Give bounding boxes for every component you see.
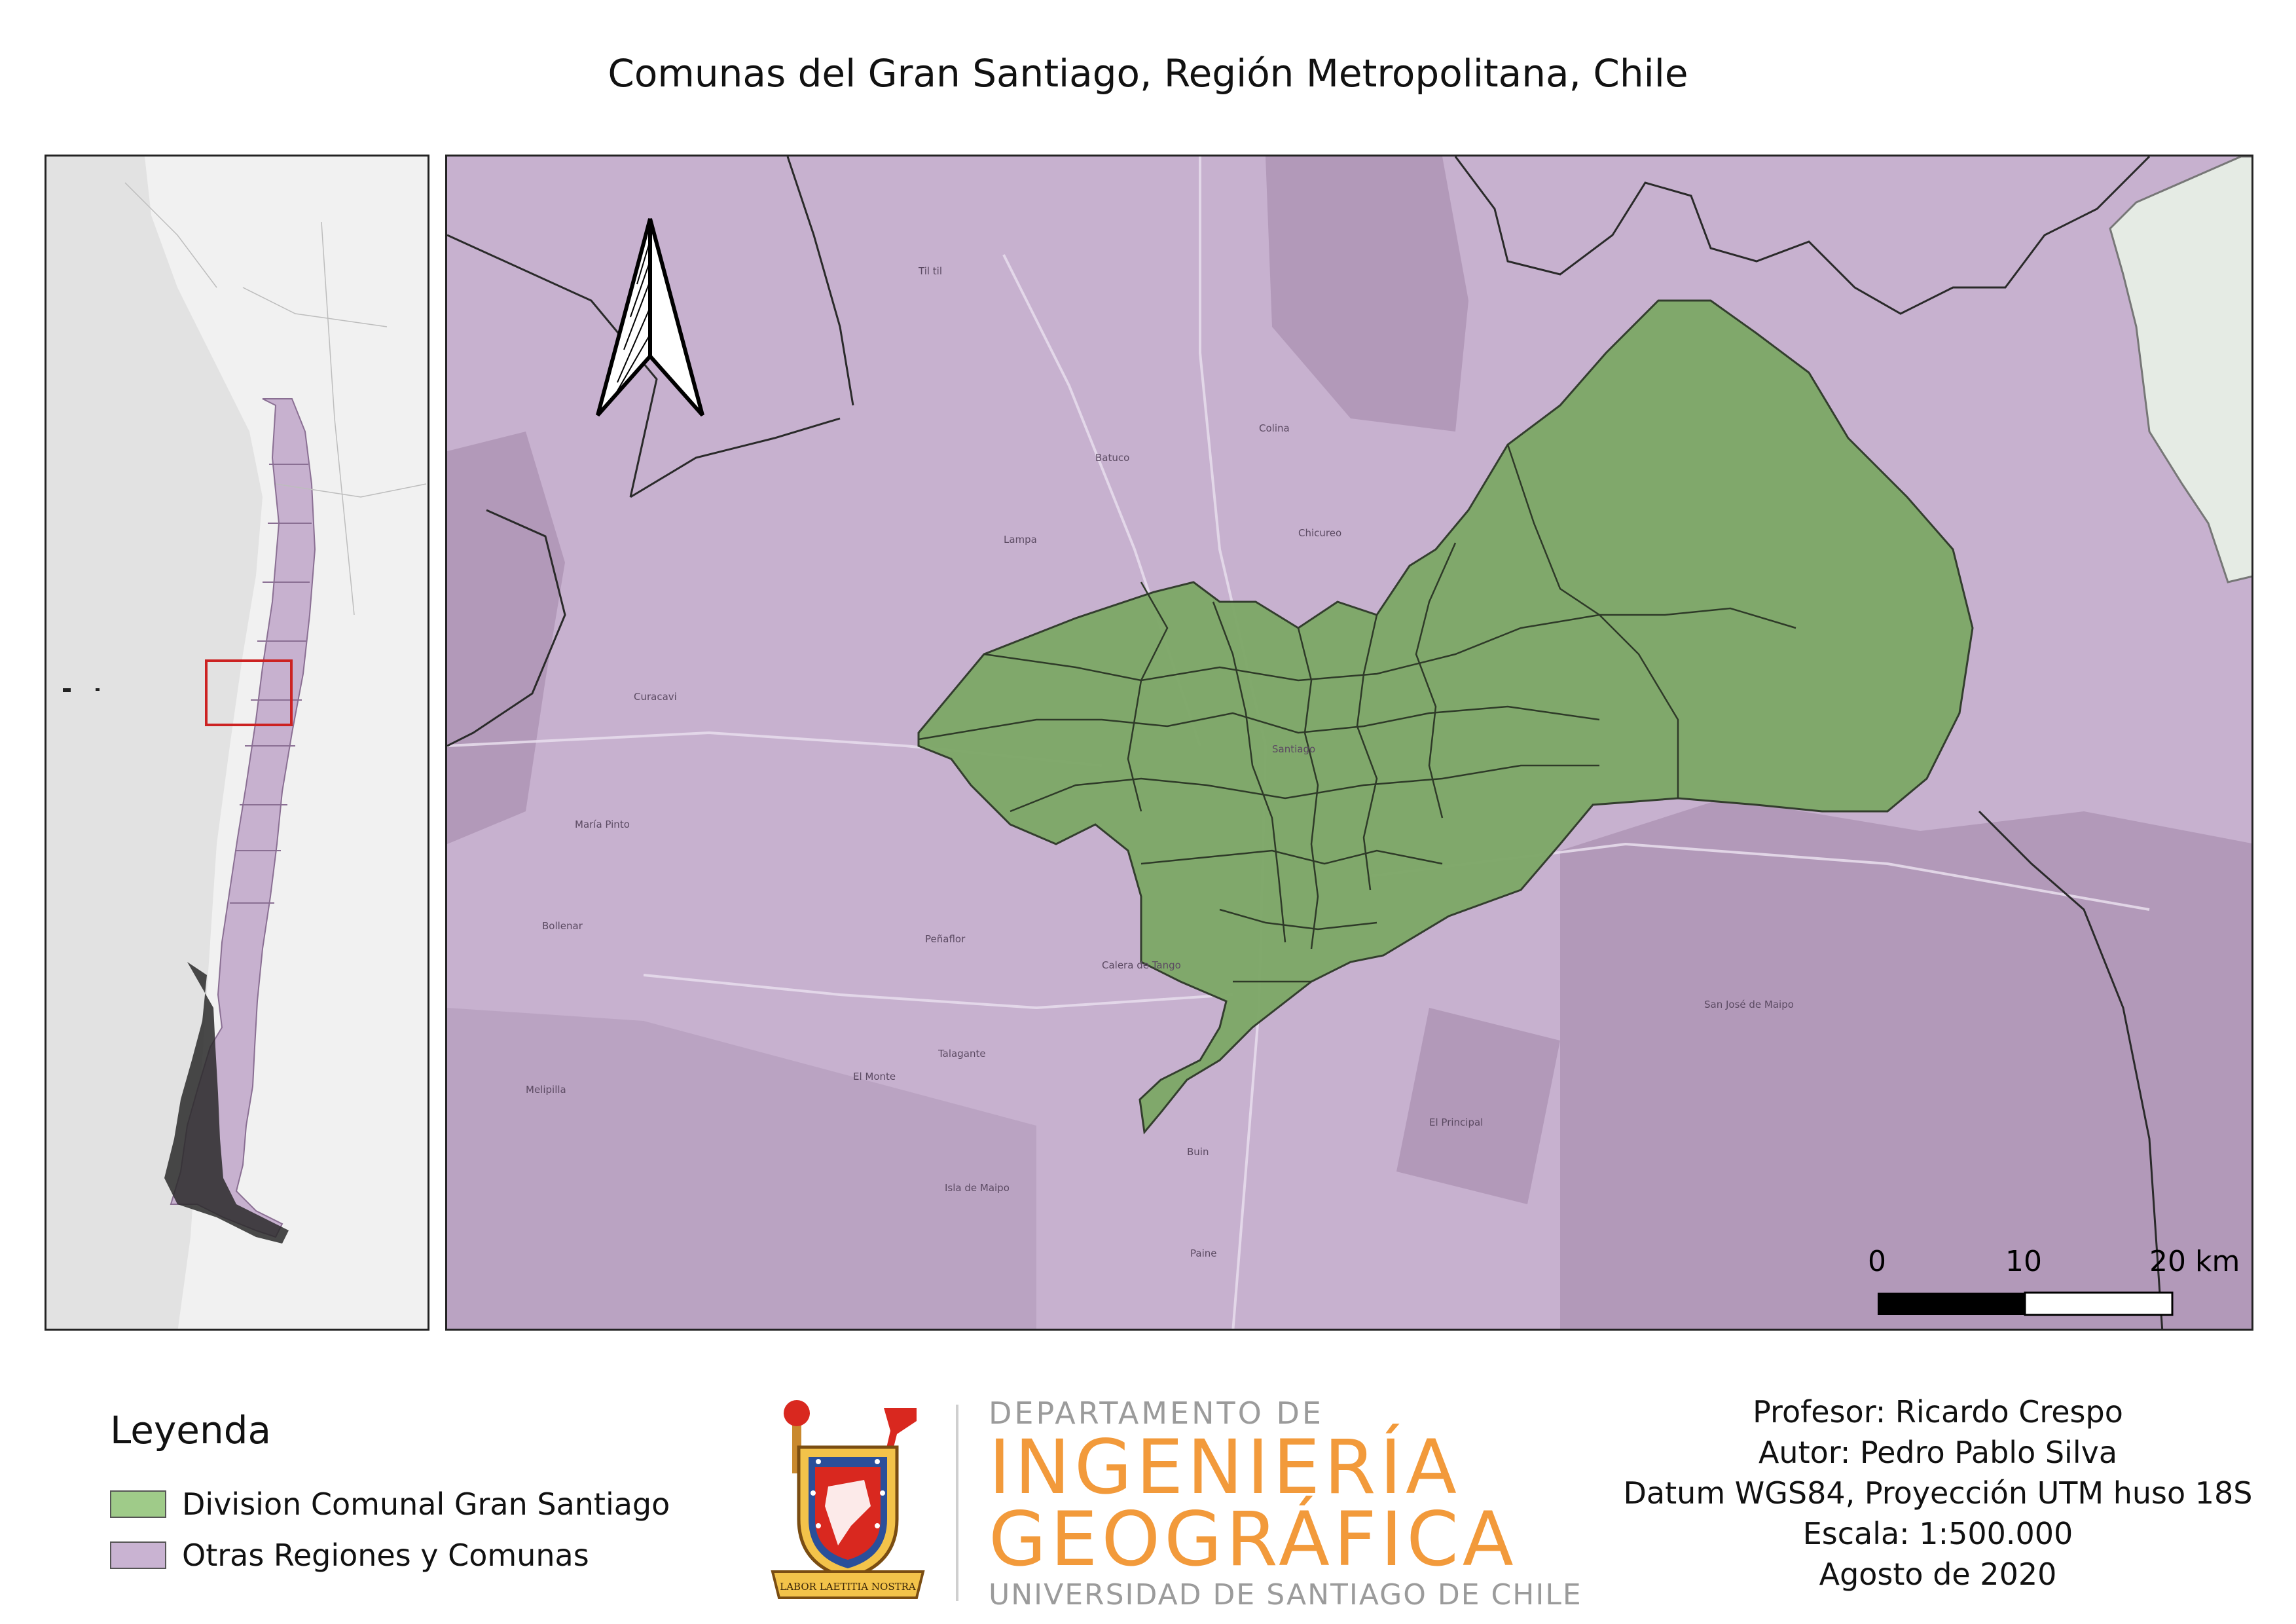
place-label: Santiago <box>1272 743 1315 755</box>
gran-santiago-area <box>917 299 1974 1135</box>
scale-label-0: 0 <box>1868 1245 1886 1278</box>
place-label: Melipilla <box>526 1084 566 1096</box>
credit-datum: Datum WGS84, Proyección UTM huso 18S <box>1623 1475 2253 1511</box>
inset-map <box>45 155 429 1331</box>
place-label: Paine <box>1190 1247 1216 1259</box>
scale-label-10: 10 <box>2005 1245 2042 1278</box>
place-label: Curacavi <box>634 691 677 703</box>
place-label: Talagante <box>938 1048 986 1060</box>
place-label: Colina <box>1259 422 1290 434</box>
legend-label: Division Comunal Gran Santiago <box>182 1486 670 1522</box>
place-label: Til til <box>918 265 942 277</box>
department-logo: LABOR LAETITIA NOSTRA DEPARTAMENTO DE IN… <box>766 1395 1591 1612</box>
place-label: Buin <box>1187 1146 1209 1158</box>
legend-swatch-gran-santiago <box>110 1490 166 1518</box>
scale-bar: 0 10 20 km <box>1868 1245 2240 1316</box>
logo-line-1: DEPARTAMENTO DE <box>989 1395 1324 1431</box>
credit-escala: Escala: 1:500.000 <box>1802 1516 2073 1551</box>
credit-autor: Autor: Pedro Pablo Silva <box>1758 1435 2118 1470</box>
logo-motto: LABOR LAETITIA NOSTRA <box>780 1581 916 1593</box>
map-title: Comunas del Gran Santiago, Región Metrop… <box>608 51 1688 96</box>
credit-profesor: Profesor: Ricardo Crespo <box>1753 1394 2123 1430</box>
place-label: Isla de Maipo <box>945 1182 1010 1194</box>
place-label: Calera de Tango <box>1102 959 1181 971</box>
place-label: San José de Maipo <box>1704 999 1794 1010</box>
place-label: Peñaflor <box>925 933 966 945</box>
legend-title: Leyenda <box>110 1408 272 1452</box>
legend-item: Otras Regiones y Comunas <box>110 1530 670 1581</box>
place-label: El Principal <box>1429 1116 1483 1128</box>
place-label: Lampa <box>1004 534 1037 545</box>
legend-swatch-otras <box>110 1541 166 1569</box>
north-arrow-icon <box>596 218 704 416</box>
place-label: Chicureo <box>1298 527 1341 539</box>
logo-line-3: GEOGRÁFICA <box>989 1496 1518 1583</box>
legend: Leyenda Division Comunal Gran Santiago O… <box>110 1408 670 1581</box>
legend-label: Otras Regiones y Comunas <box>182 1538 589 1573</box>
logo-line-2: INGENIERÍA <box>989 1424 1461 1511</box>
logo-line-4: UNIVERSIDAD DE SANTIAGO DE CHILE <box>989 1578 1582 1612</box>
legend-item: Division Comunal Gran Santiago <box>110 1479 670 1530</box>
scale-label-20: 20 km <box>2149 1245 2240 1278</box>
university-crest-icon: LABOR LAETITIA NOSTRA <box>771 1400 925 1599</box>
place-label: El Monte <box>853 1071 896 1082</box>
inset-map-canvas <box>46 157 428 1329</box>
map-credits: Profesor: Ricardo Crespo Autor: Pedro Pa… <box>1597 1392 2278 1595</box>
logo-text: DEPARTAMENTO DE INGENIERÍA GEOGRÁFICA UN… <box>989 1395 1591 1615</box>
logo-divider <box>956 1405 958 1601</box>
main-map-canvas: Til til Colina Batuco Lampa Chicureo Cur… <box>447 157 2251 1329</box>
place-label: Bollenar <box>542 920 583 932</box>
place-label: María Pinto <box>575 819 630 830</box>
credit-fecha: Agosto de 2020 <box>1819 1557 2057 1592</box>
inset-location-box <box>205 659 293 726</box>
main-map: Til til Colina Batuco Lampa Chicureo Cur… <box>445 155 2253 1331</box>
place-label: Batuco <box>1095 452 1129 464</box>
